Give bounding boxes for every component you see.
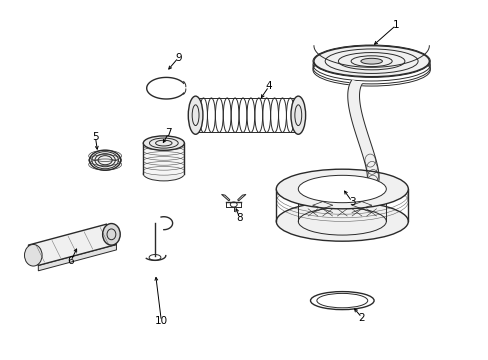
Ellipse shape [290,96,305,134]
Ellipse shape [143,136,184,150]
Polygon shape [221,194,229,201]
Ellipse shape [188,96,203,134]
Text: 6: 6 [67,256,74,266]
Text: 1: 1 [392,20,399,30]
Text: 2: 2 [358,312,365,323]
Text: 8: 8 [236,213,243,223]
Ellipse shape [24,244,42,266]
Polygon shape [347,80,378,186]
Ellipse shape [102,224,120,245]
Ellipse shape [89,150,121,170]
Text: 7: 7 [165,128,172,138]
Ellipse shape [143,166,184,181]
Polygon shape [195,98,298,132]
Text: 3: 3 [348,197,355,207]
Ellipse shape [276,202,407,241]
Text: 5: 5 [92,132,99,142]
Ellipse shape [276,169,407,209]
Text: 10: 10 [155,316,167,326]
Text: 4: 4 [265,81,272,91]
Polygon shape [28,224,116,265]
Polygon shape [38,244,116,271]
Ellipse shape [312,45,429,77]
Ellipse shape [313,46,428,77]
Polygon shape [237,194,245,201]
Text: 9: 9 [175,53,182,63]
Ellipse shape [360,58,382,64]
Ellipse shape [298,175,386,203]
